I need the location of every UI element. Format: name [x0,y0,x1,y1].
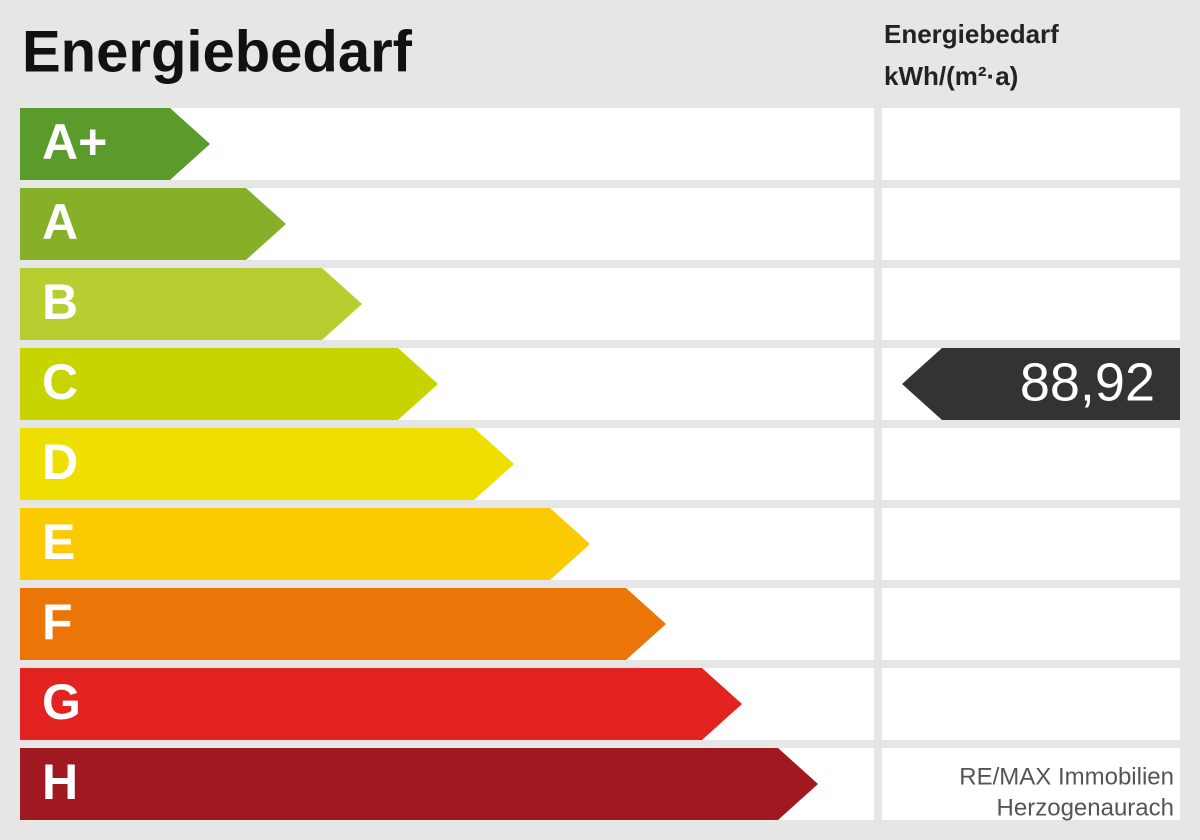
value-cell [882,508,1180,580]
unit-header: Energiebedarf [884,19,1059,49]
value-cell [882,748,1180,820]
class-arrow [20,268,362,340]
class-label: H [42,754,78,810]
value-cell [882,188,1180,260]
class-label: C [42,354,78,410]
value-cell [882,108,1180,180]
value-cell [882,668,1180,740]
class-arrow [20,668,742,740]
class-arrow [20,588,666,660]
class-arrow [20,108,210,180]
class-arrow [20,748,818,820]
class-label: B [42,274,78,330]
value-pointer [902,348,1180,420]
value-cell [882,268,1180,340]
class-label: F [42,594,73,650]
class-arrow [20,428,514,500]
class-arrow [20,508,590,580]
footer-text: Herzogenaurach [997,794,1174,821]
value-cell [882,588,1180,660]
class-label: G [42,674,81,730]
class-arrow [20,188,286,260]
unit-header: kWh/(m²·a) [884,61,1018,91]
class-label: E [42,514,75,570]
class-label: D [42,434,78,490]
title: Energiebedarf [22,19,413,84]
class-arrow [20,348,438,420]
value-label: 88,92 [1020,352,1155,412]
class-label: A+ [42,114,107,170]
class-label: A [42,194,78,250]
footer-text: RE/MAX Immobilien [959,763,1174,790]
value-cell [882,428,1180,500]
